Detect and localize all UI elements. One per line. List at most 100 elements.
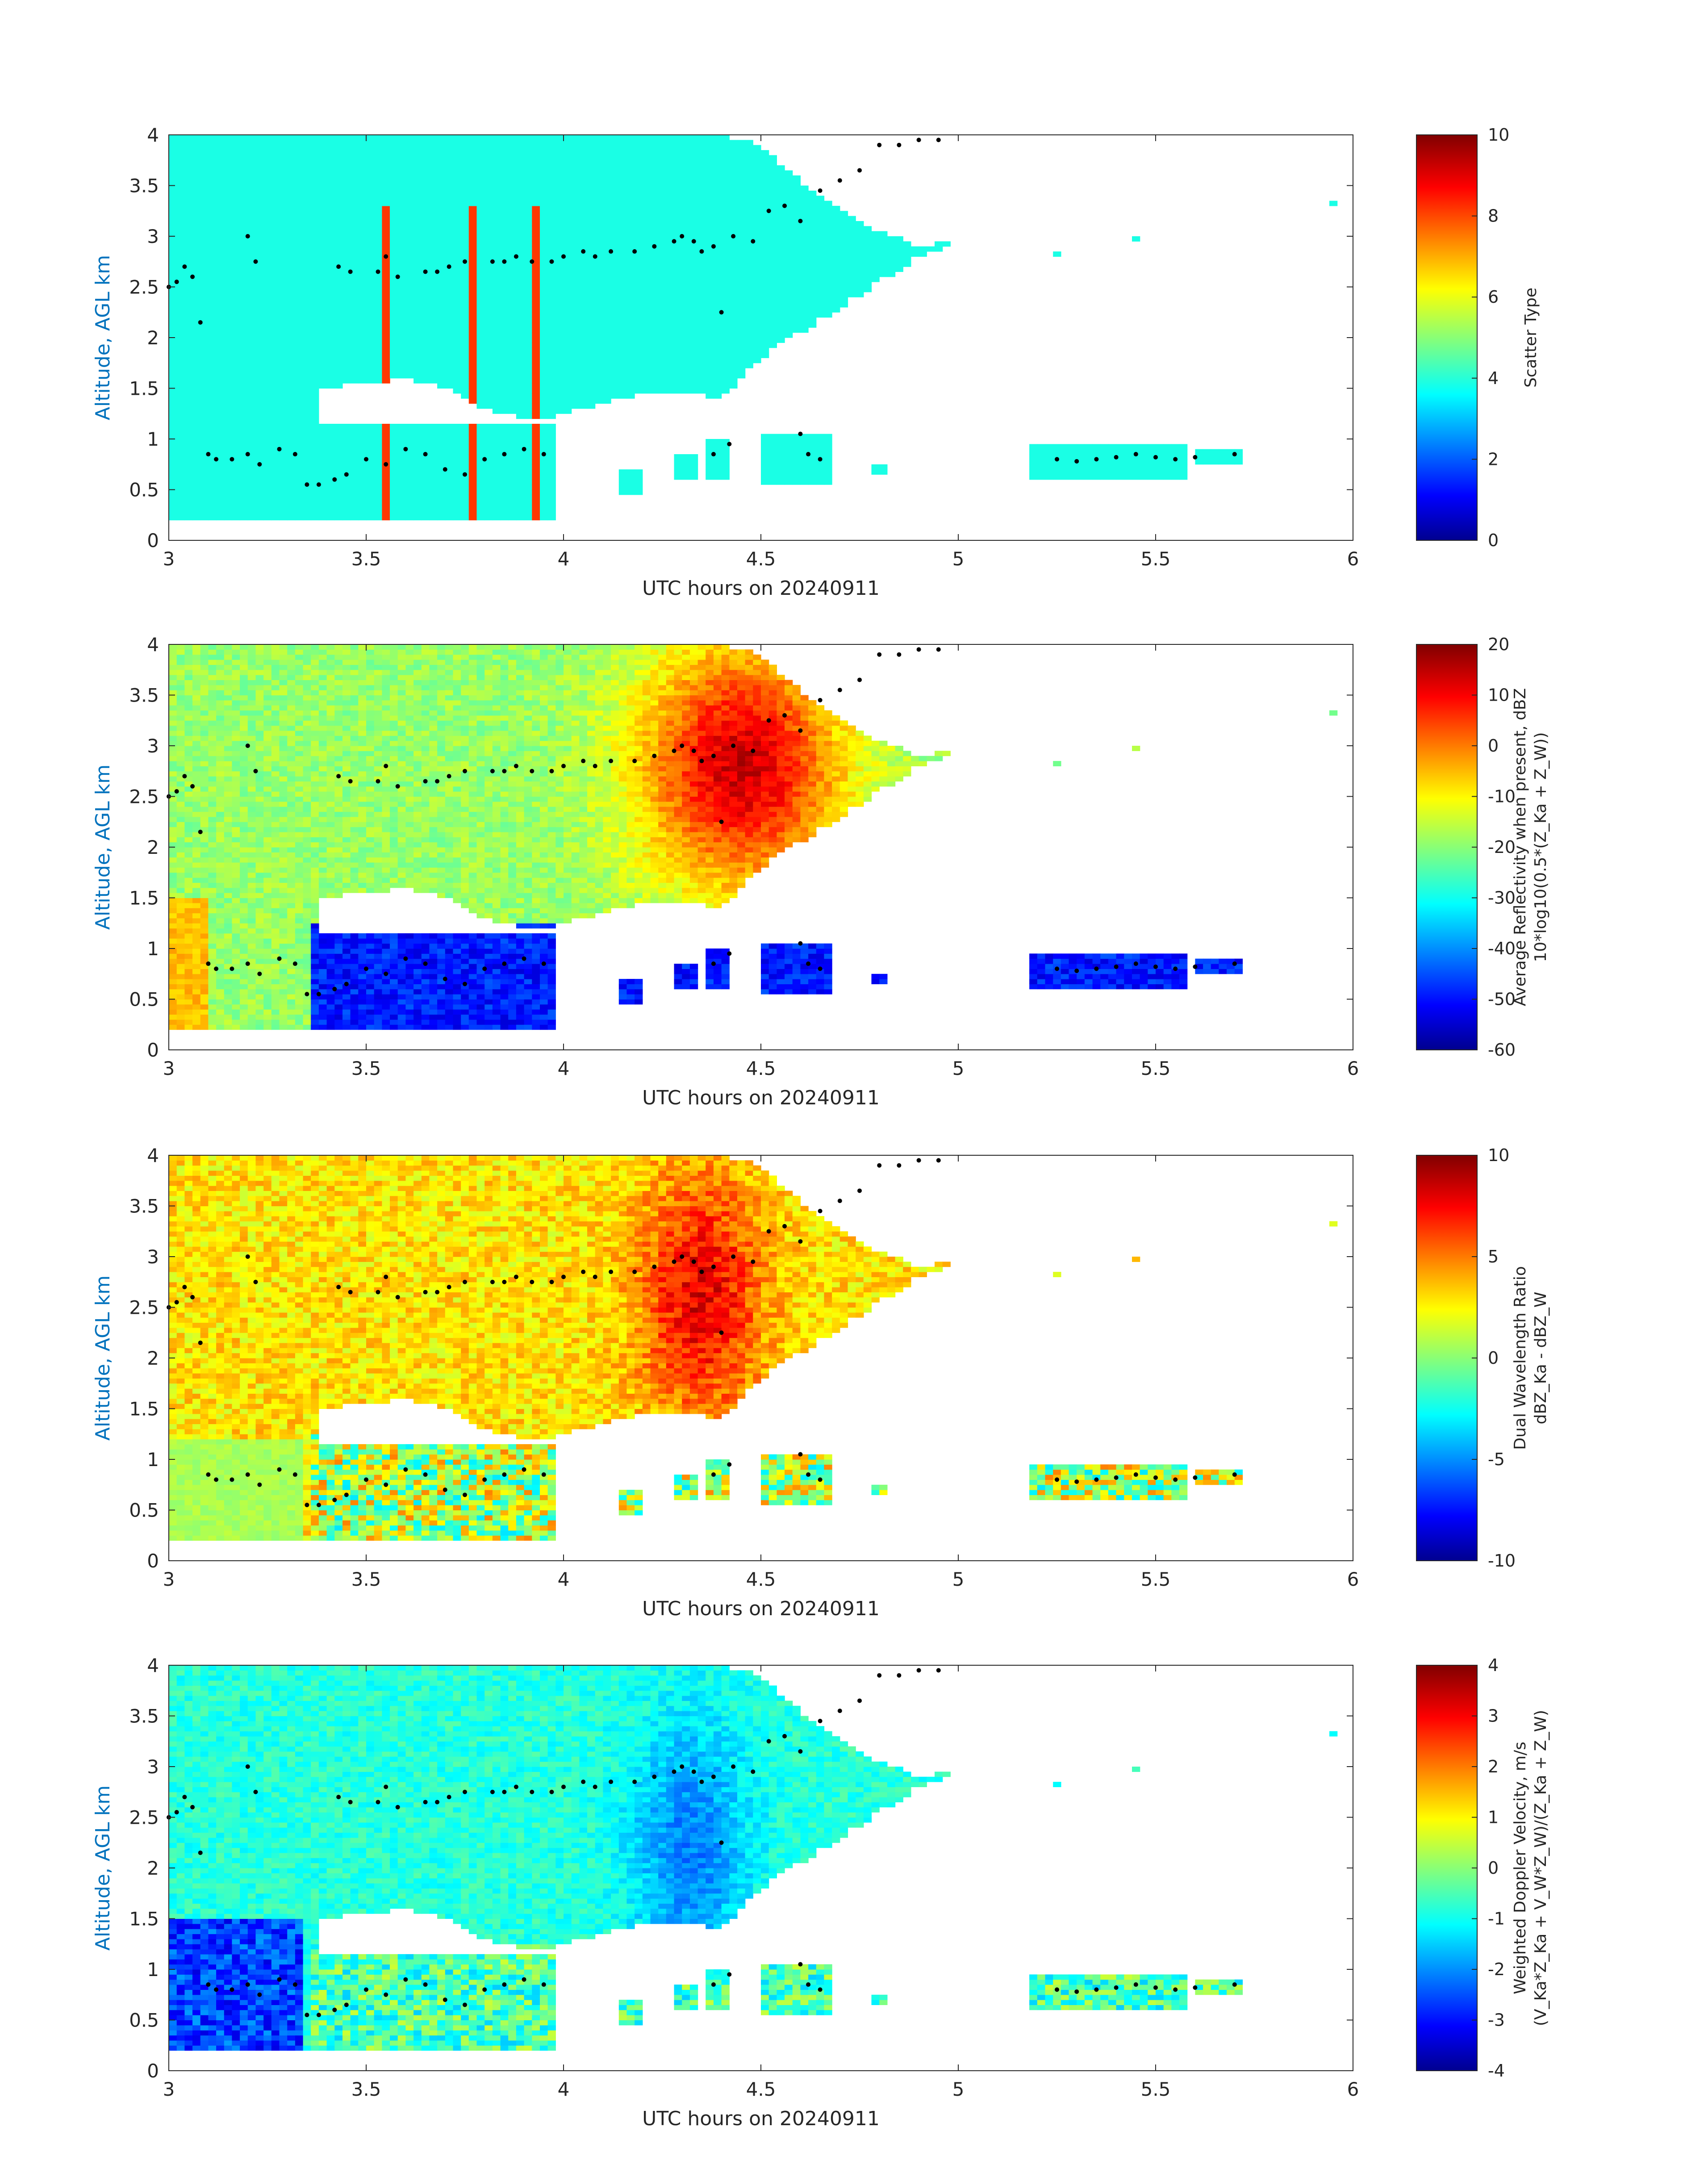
heatmap-cell bbox=[280, 500, 288, 505]
heatmap-cell bbox=[240, 196, 248, 201]
heatmap-cell bbox=[753, 201, 761, 206]
heatmap-cell bbox=[753, 318, 761, 323]
heatmap-cell bbox=[666, 389, 674, 394]
heatmap-cell bbox=[184, 363, 192, 368]
heatmap-cell bbox=[603, 206, 611, 211]
heatmap-cell bbox=[256, 221, 264, 226]
heatmap-cell bbox=[232, 485, 240, 490]
heatmap-cell bbox=[327, 368, 335, 373]
heatmap-cell bbox=[351, 469, 359, 475]
heatmap-cell bbox=[224, 469, 232, 475]
heatmap-cell bbox=[422, 226, 430, 231]
heatmap-cell bbox=[714, 216, 722, 221]
heatmap-cell bbox=[429, 247, 437, 252]
heatmap-cell bbox=[208, 363, 216, 368]
heatmap-cell bbox=[303, 368, 311, 373]
heatmap-cell bbox=[280, 515, 288, 520]
heatmap-cell bbox=[319, 475, 327, 480]
heatmap-cell bbox=[208, 175, 216, 181]
heatmap-cell bbox=[358, 510, 366, 515]
heatmap-cell bbox=[508, 140, 516, 145]
heatmap-cell bbox=[177, 480, 185, 485]
heatmap-cell bbox=[208, 389, 216, 394]
heatmap-cell bbox=[635, 383, 643, 389]
heatmap-cell bbox=[184, 171, 192, 176]
heatmap-cell bbox=[192, 186, 200, 191]
heatmap-cell bbox=[706, 196, 714, 201]
heatmap-cell bbox=[303, 444, 311, 449]
heatmap-cell bbox=[611, 196, 619, 201]
heatmap-cell bbox=[390, 292, 398, 297]
heatmap-cell bbox=[453, 267, 461, 272]
heatmap-cell bbox=[548, 363, 556, 368]
heatmap-cell bbox=[682, 287, 690, 292]
heatmap-cell bbox=[382, 424, 390, 429]
heatmap-cell bbox=[256, 454, 264, 460]
heatmap-cell bbox=[674, 171, 682, 176]
heatmap-cell bbox=[405, 454, 413, 460]
heatmap-cell bbox=[461, 145, 469, 150]
heatmap-cell bbox=[658, 155, 666, 160]
heatmap-cell bbox=[501, 211, 509, 216]
heatmap-cell bbox=[469, 206, 477, 211]
heatmap-cell bbox=[674, 165, 682, 171]
heatmap-cell bbox=[469, 353, 477, 358]
heatmap-cell bbox=[469, 150, 477, 155]
heatmap-cell bbox=[240, 145, 248, 150]
panels: 3 3.5 4 4.5 5 5.5 600.511.522.533.54UTC hours … bbox=[92, 124, 1550, 2130]
heatmap-cell bbox=[413, 241, 422, 247]
heatmap-cell bbox=[651, 343, 659, 348]
heatmap-cell bbox=[501, 175, 509, 181]
heatmap-cell bbox=[287, 221, 295, 226]
heatmap-cell bbox=[382, 191, 390, 196]
heatmap-cell bbox=[437, 318, 445, 323]
heatmap-cell bbox=[358, 272, 366, 277]
heatmap-cell bbox=[295, 241, 303, 247]
heatmap-cell bbox=[603, 393, 611, 399]
heatmap-cell bbox=[169, 196, 177, 201]
heatmap-cell bbox=[169, 475, 177, 480]
heatmap-cell bbox=[572, 322, 580, 328]
heatmap-cell bbox=[177, 424, 185, 429]
heatmap-cell bbox=[184, 180, 192, 186]
heatmap-cell bbox=[342, 297, 351, 302]
heatmap-cell bbox=[398, 145, 406, 150]
heatmap-cell bbox=[256, 186, 264, 191]
heatmap-cell bbox=[398, 495, 406, 500]
heatmap-cell bbox=[761, 434, 769, 439]
heatmap-cell bbox=[548, 398, 556, 404]
heatmap-cell bbox=[635, 338, 643, 343]
heatmap-cell bbox=[240, 206, 248, 211]
heatmap-cell bbox=[224, 429, 232, 434]
heatmap-cell bbox=[643, 348, 651, 353]
heatmap-cell bbox=[216, 216, 224, 221]
heatmap-cell bbox=[753, 292, 761, 297]
heatmap-cell bbox=[280, 267, 288, 272]
heatmap-cell bbox=[666, 363, 674, 368]
heatmap-cell bbox=[271, 180, 280, 186]
heatmap-cell bbox=[390, 444, 398, 449]
heatmap-cell bbox=[208, 196, 216, 201]
heatmap-cell bbox=[405, 318, 413, 323]
heatmap-cell bbox=[611, 327, 619, 333]
heatmap-cell bbox=[555, 378, 564, 384]
heatmap-cell bbox=[508, 444, 516, 449]
heatmap-cell bbox=[429, 343, 437, 348]
heatmap-cell bbox=[311, 338, 319, 343]
heatmap-cell bbox=[240, 175, 248, 181]
heatmap-cell bbox=[761, 297, 769, 302]
heatmap-cell bbox=[334, 373, 342, 379]
heatmap-cell bbox=[374, 201, 382, 206]
heatmap-cell bbox=[493, 186, 501, 191]
heatmap-cell bbox=[192, 231, 200, 237]
heatmap-cell bbox=[192, 439, 200, 444]
heatmap-cell bbox=[603, 292, 611, 297]
heatmap-cell bbox=[351, 231, 359, 237]
heatmap-cell bbox=[382, 338, 390, 343]
heatmap-cell bbox=[674, 272, 682, 277]
heatmap-cell bbox=[745, 363, 753, 368]
heatmap-cell bbox=[587, 373, 595, 379]
heatmap-cell bbox=[635, 292, 643, 297]
heatmap-cell bbox=[327, 297, 335, 302]
heatmap-cell bbox=[311, 383, 319, 389]
